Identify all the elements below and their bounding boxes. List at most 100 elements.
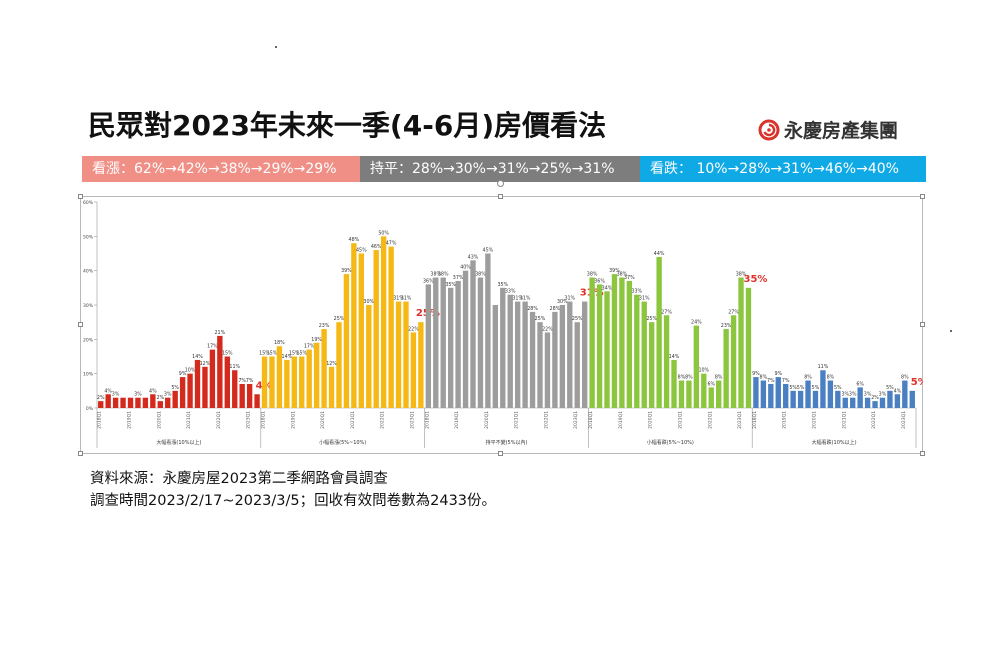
bar [313, 342, 320, 408]
bar [619, 277, 625, 408]
data-label: 36% [423, 278, 434, 284]
x-tick-label: 2022Q1 [707, 411, 713, 429]
bar [753, 377, 759, 408]
bar [410, 332, 417, 408]
bar [217, 335, 223, 408]
y-tick-label: 20% [83, 337, 94, 343]
resize-handle[interactable] [920, 451, 925, 456]
bar [172, 390, 178, 408]
banner-flat: 持平：28%→30%→31%→25%→31% [360, 156, 640, 182]
bar [730, 315, 737, 408]
bar [261, 356, 268, 408]
bar [120, 397, 126, 408]
bar [358, 253, 364, 408]
resize-handle[interactable] [78, 322, 83, 327]
bar [343, 274, 350, 408]
data-label: 18% [274, 340, 285, 346]
bar [611, 274, 618, 408]
data-label: 9% [774, 371, 782, 377]
data-label: 33% [505, 289, 516, 295]
data-label: 37% [624, 275, 635, 281]
data-label: 45% [356, 248, 367, 254]
bar [589, 277, 595, 408]
data-label: 28% [527, 306, 538, 312]
data-label: 35% [445, 282, 456, 288]
bar [500, 287, 506, 408]
bar [373, 250, 379, 408]
bar [209, 349, 216, 408]
x-tick-label: 2023Q1 [246, 411, 252, 429]
data-label: 14% [192, 354, 203, 360]
bar [306, 349, 312, 408]
bar [887, 390, 893, 408]
group-label: 大幅看跌(10%以上) [812, 439, 857, 446]
data-label: 15% [296, 351, 307, 357]
data-label: 23% [319, 323, 330, 329]
data-label: 3% [879, 392, 887, 398]
survey-note: 調查時間2023/2/17~2023/3/5；回收有效問卷數為2433份。 [90, 493, 497, 509]
bar [894, 394, 901, 408]
y-tick-label: 0% [86, 406, 94, 412]
bar [135, 397, 141, 408]
y-tick-label: 60% [83, 200, 94, 206]
bar [902, 380, 908, 408]
bar [239, 383, 245, 408]
x-tick-label: 2019Q1 [782, 411, 788, 429]
data-label: 34% [602, 285, 613, 291]
bar [514, 301, 521, 408]
x-tick-label: 2022Q1 [216, 411, 222, 429]
bar [328, 366, 335, 408]
bar [686, 380, 692, 408]
data-label: 14% [282, 354, 293, 360]
data-label: 31% [639, 296, 650, 302]
x-tick-label: 2020Q1 [811, 411, 817, 429]
bar [738, 277, 744, 408]
data-label: 6% [707, 381, 715, 387]
data-label: 31% [401, 296, 412, 302]
data-label: 7% [246, 378, 254, 384]
data-label: 5% [834, 385, 842, 391]
resize-handle[interactable] [920, 322, 925, 327]
rotate-handle[interactable] [497, 180, 504, 187]
bar [98, 401, 104, 408]
resize-handle[interactable] [920, 194, 925, 199]
brand: 永慶房產集團 [758, 116, 898, 143]
data-label: 5% [171, 385, 179, 391]
data-label: 38% [587, 272, 598, 278]
bar [470, 260, 476, 408]
data-label: 40% [460, 265, 471, 271]
bar [202, 366, 208, 408]
bar [246, 383, 253, 408]
y-tick-label: 30% [83, 303, 94, 309]
bar [716, 380, 722, 408]
x-tick-label: 2022Q1 [871, 411, 877, 429]
banner-rise: 看漲：62%→42%→38%→29%→29% [82, 156, 360, 182]
bar [425, 284, 432, 408]
x-tick-label: 2021Q1 [841, 411, 847, 429]
data-label: 3% [864, 392, 872, 398]
data-label: 30% [363, 299, 374, 305]
data-label: 15% [259, 351, 270, 357]
data-label: 28% [550, 306, 561, 312]
bar [105, 394, 111, 408]
x-tick-label: 2018Q1 [424, 411, 430, 429]
data-label: 36% [594, 278, 605, 284]
data-label: 22% [542, 326, 553, 332]
resize-handle[interactable] [498, 194, 503, 199]
x-tick-label: 2021Q1 [677, 411, 683, 429]
stray-dot [950, 330, 952, 332]
resize-handle[interactable] [78, 451, 83, 456]
bar [909, 390, 915, 408]
bar [529, 311, 536, 408]
bar [522, 301, 528, 408]
resize-handle[interactable] [498, 451, 503, 456]
resize-handle[interactable] [78, 194, 83, 199]
bar [671, 359, 677, 408]
brand-name: 永慶房產集團 [784, 120, 899, 142]
bar [447, 287, 454, 408]
bar [604, 291, 610, 408]
data-label: 30% [557, 299, 568, 305]
x-tick-label: 2019Q1 [127, 411, 133, 429]
x-tick-label: 2020Q1 [320, 411, 326, 429]
data-label: 31% [520, 296, 531, 302]
